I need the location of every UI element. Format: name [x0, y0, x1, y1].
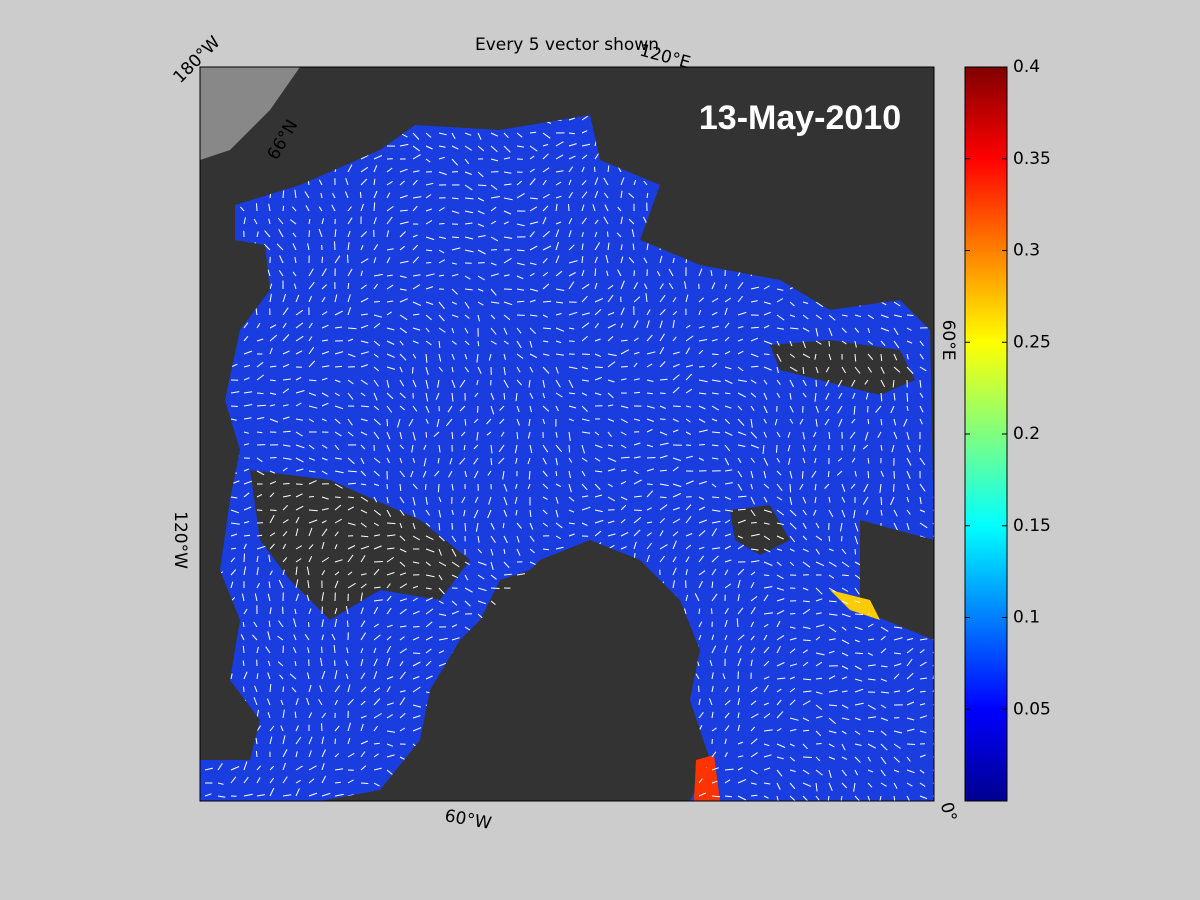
graticule-label: 0°: [936, 800, 960, 824]
graticule-label: 120°W: [170, 511, 190, 569]
archipelago: [250, 470, 470, 620]
map: 13-May-2010: [200, 67, 934, 801]
colorbar-tick-label: 0.2: [1013, 424, 1040, 444]
current-hotspot: [694, 755, 720, 801]
svalbard: [730, 505, 790, 555]
ocean: [200, 115, 934, 801]
colorbar-tick-label: 0.25: [1013, 332, 1051, 352]
current-hotspot: [830, 590, 880, 620]
colorbar-ticks: 0.05 0.1 0.15 0.2 0.25 0.3 0.35 0.4: [965, 57, 1051, 719]
colorbar-tick-label: 0.3: [1013, 241, 1040, 261]
title: Every 5 vector shown: [475, 35, 659, 55]
map-frame: [199, 66, 935, 802]
colorbar-tick-label: 0.4: [1013, 57, 1040, 77]
date-label: 13-May-2010: [699, 99, 901, 137]
colorbar-tick-label: 0.15: [1013, 516, 1051, 536]
colorbar: [964, 66, 1008, 802]
colorbar-tick-label: 0.1: [1013, 608, 1040, 628]
graticule-label: 60°E: [938, 320, 958, 361]
colorbar-tick-label: 0.35: [1013, 149, 1051, 169]
greenland: [430, 560, 690, 801]
land-edge: [200, 67, 300, 160]
colorbar-tick-label: 0.05: [1013, 699, 1051, 719]
